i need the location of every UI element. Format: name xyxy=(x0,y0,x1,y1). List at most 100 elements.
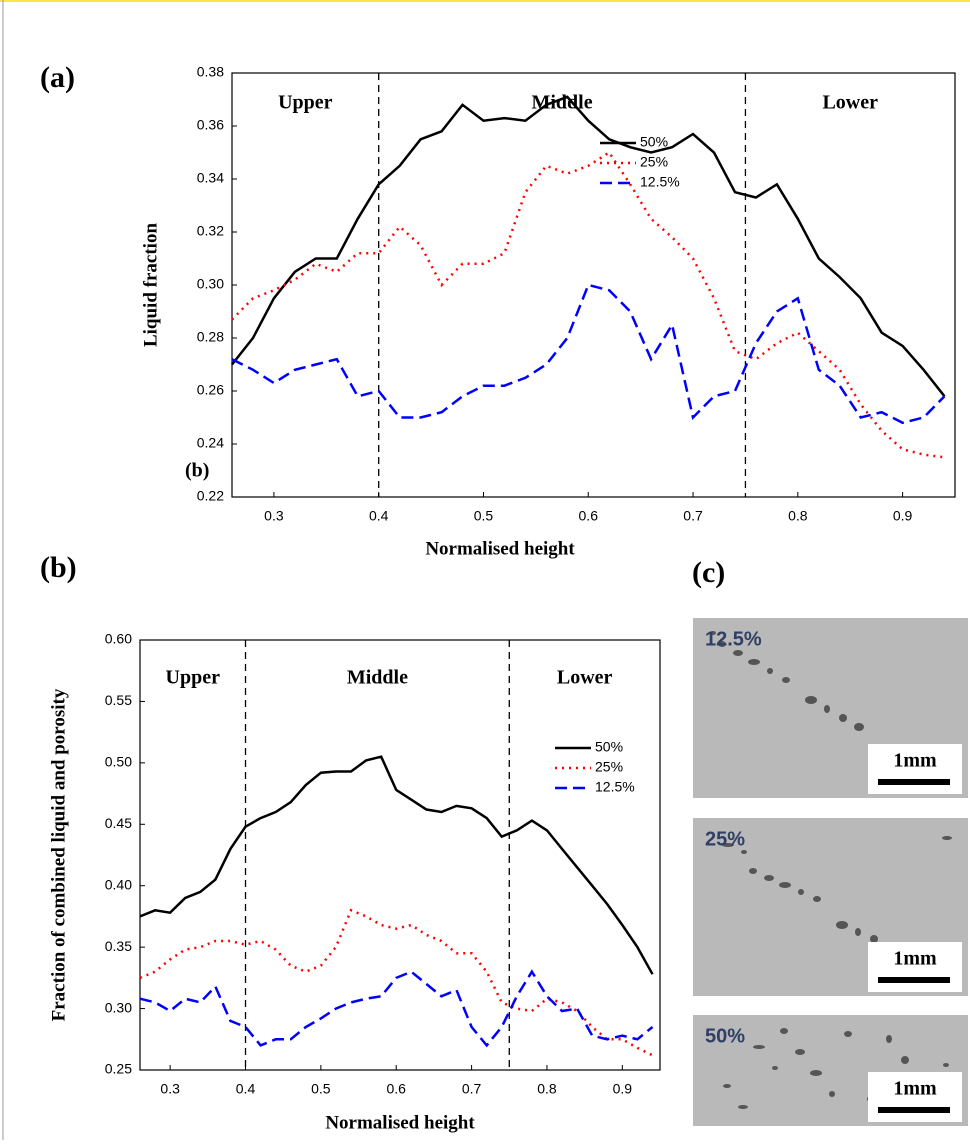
pore xyxy=(779,882,791,888)
series-line xyxy=(231,150,945,459)
pore xyxy=(798,889,804,895)
y-tick-label: 0.60 xyxy=(105,631,132,647)
region-label: Lower xyxy=(822,92,878,114)
y-tick-label: 0.30 xyxy=(197,276,224,292)
x-tick-label: 0.7 xyxy=(683,508,703,524)
x-tick-label: 0.3 xyxy=(264,508,284,524)
pore xyxy=(764,875,774,881)
scale-bar xyxy=(878,1107,950,1113)
micrograph-label: 50% xyxy=(705,1025,745,1047)
pore xyxy=(829,1091,835,1097)
pore xyxy=(824,705,830,713)
region-label: Upper xyxy=(166,667,221,689)
y-tick-label: 0.25 xyxy=(105,1061,132,1077)
pore xyxy=(870,935,878,943)
pore xyxy=(772,1066,778,1070)
x-tick-label: 0.8 xyxy=(537,1081,557,1097)
pore xyxy=(710,631,716,635)
scale-label: 1mm xyxy=(893,1078,937,1100)
x-tick-label: 0.4 xyxy=(236,1081,256,1097)
y-axis-label: Liquid fraction xyxy=(140,223,161,347)
micrograph-label: 25% xyxy=(705,828,745,850)
pore xyxy=(767,668,773,674)
scale-label: 1mm xyxy=(893,948,937,970)
scale-box xyxy=(868,942,962,992)
scale-box xyxy=(868,1072,962,1122)
series-line xyxy=(139,908,654,1057)
y-tick-label: 0.34 xyxy=(197,170,224,186)
scale-label: 1mm xyxy=(893,750,937,772)
y-axis-label: Fraction of combined liquid and porosity xyxy=(48,688,69,1021)
legend-label: 50% xyxy=(640,134,668,150)
series-line xyxy=(139,755,654,975)
pore xyxy=(813,896,821,902)
pore xyxy=(943,1063,949,1067)
micrograph-label: 12.5% xyxy=(705,628,762,650)
series-line xyxy=(231,283,946,425)
legend-label: 25% xyxy=(640,154,668,170)
x-tick-label: 0.7 xyxy=(462,1081,482,1097)
pore xyxy=(733,650,743,656)
y-tick-label: 0.30 xyxy=(105,999,132,1015)
y-tick-label: 0.40 xyxy=(105,876,132,892)
pore xyxy=(839,714,847,722)
annotation: (b) xyxy=(185,460,209,482)
scale-box xyxy=(868,744,962,794)
region-label: Middle xyxy=(347,667,408,689)
y-tick-label: 0.50 xyxy=(105,754,132,770)
pore xyxy=(748,659,760,665)
x-tick-label: 0.5 xyxy=(474,508,494,524)
panel-label: (a) xyxy=(40,61,75,94)
scale-bar xyxy=(878,779,950,785)
pore xyxy=(854,723,864,731)
x-tick-label: 0.6 xyxy=(579,508,599,524)
pore xyxy=(753,1045,765,1049)
y-tick-label: 0.45 xyxy=(105,815,132,831)
region-label: Lower xyxy=(557,667,613,689)
x-tick-label: 0.9 xyxy=(613,1081,633,1097)
pore xyxy=(782,677,790,683)
pore xyxy=(901,1056,909,1064)
y-tick-label: 0.38 xyxy=(197,64,224,80)
plot-frame xyxy=(139,639,661,1071)
y-tick-label: 0.32 xyxy=(197,223,224,239)
x-tick-label: 0.3 xyxy=(160,1081,180,1097)
y-tick-label: 0.22 xyxy=(197,488,224,504)
pore xyxy=(718,641,726,647)
series-line xyxy=(139,969,654,1048)
pore xyxy=(855,928,861,936)
legend-label: 12.5% xyxy=(595,779,635,795)
y-tick-label: 0.35 xyxy=(105,938,132,954)
pore xyxy=(886,1035,892,1043)
x-axis-label: Normalised height xyxy=(325,1112,475,1133)
legend-label: 12.5% xyxy=(640,174,680,190)
x-tick-label: 0.4 xyxy=(369,508,389,524)
y-tick-label: 0.36 xyxy=(197,117,224,133)
pore xyxy=(738,1105,748,1109)
pore xyxy=(795,1049,805,1055)
pore xyxy=(805,696,817,704)
scale-bar xyxy=(878,977,950,983)
legend-label: 25% xyxy=(595,759,623,775)
pore xyxy=(942,836,952,840)
y-tick-label: 0.55 xyxy=(105,692,132,708)
series-line xyxy=(231,95,946,398)
legend-label: 50% xyxy=(595,739,623,755)
pore xyxy=(741,850,747,854)
region-label: Upper xyxy=(278,92,333,114)
pore xyxy=(723,1084,731,1088)
pore xyxy=(844,1031,852,1037)
y-tick-label: 0.26 xyxy=(197,382,224,398)
pore xyxy=(749,868,757,874)
panel-label: (c) xyxy=(692,556,725,589)
x-tick-label: 0.8 xyxy=(788,508,808,524)
x-tick-label: 0.9 xyxy=(893,508,913,524)
y-tick-label: 0.24 xyxy=(197,435,224,451)
pore xyxy=(722,843,734,847)
panel-label: (b) xyxy=(40,551,77,584)
pore xyxy=(810,1070,822,1076)
x-tick-label: 0.6 xyxy=(386,1081,406,1097)
pore xyxy=(836,921,848,929)
x-tick-label: 0.5 xyxy=(311,1081,331,1097)
